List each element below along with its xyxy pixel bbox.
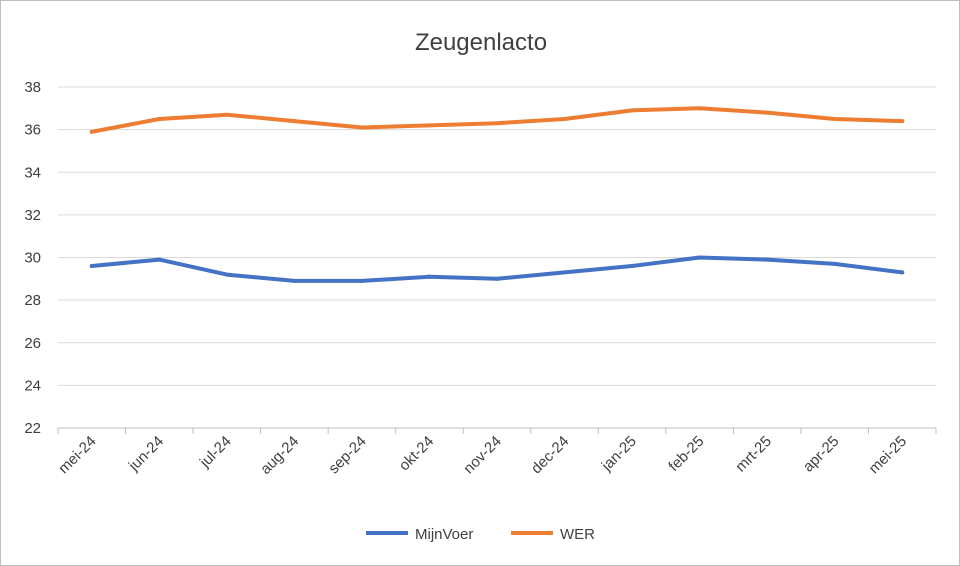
data-point-wer bbox=[562, 116, 567, 121]
data-point-wer bbox=[89, 129, 94, 134]
data-point-mijnvoer bbox=[427, 274, 432, 279]
y-tick-label: 34 bbox=[24, 164, 41, 181]
y-axis-tick-labels: 22 24 26 28 30 32 34 36 38 bbox=[24, 79, 41, 437]
x-tick-label: sep-24 bbox=[325, 433, 369, 477]
data-point-wer bbox=[359, 125, 364, 130]
y-tick-label: 24 bbox=[24, 377, 41, 394]
data-point-mijnvoer bbox=[562, 270, 567, 275]
x-tick-label: mei-25 bbox=[866, 433, 910, 477]
data-point-wer bbox=[765, 110, 770, 115]
data-point-wer bbox=[292, 119, 297, 124]
data-point-wer bbox=[495, 121, 499, 126]
chart-title: Zeugenlacto bbox=[415, 29, 547, 56]
data-point-mijnvoer bbox=[765, 257, 770, 262]
y-tick-label: 28 bbox=[24, 292, 41, 309]
legend-label-wer: WER bbox=[560, 526, 595, 543]
series-lines bbox=[89, 106, 905, 283]
y-tick-label: 38 bbox=[24, 79, 41, 96]
x-axis-tick-labels: mei-24 jun-24 jul-24 aug-24 sep-24 okt-24 nov-… bbox=[55, 433, 910, 478]
x-tick-label: mrt-25 bbox=[732, 433, 775, 476]
data-point-mijnvoer bbox=[900, 270, 905, 275]
x-tick-label: dec-24 bbox=[528, 433, 572, 477]
data-point-mijnvoer bbox=[630, 264, 635, 269]
data-point-wer bbox=[224, 112, 229, 117]
y-tick-label: 32 bbox=[24, 207, 41, 224]
x-tick-label: okt-24 bbox=[396, 433, 438, 475]
gridlines bbox=[58, 86, 936, 386]
data-point-wer bbox=[157, 116, 162, 121]
data-point-mijnvoer bbox=[89, 264, 94, 269]
data-point-mijnvoer bbox=[224, 272, 229, 277]
data-point-wer bbox=[427, 123, 432, 128]
data-point-mijnvoer bbox=[697, 255, 702, 260]
x-axis bbox=[57, 427, 937, 434]
legend-label-mijnvoer: MijnVoer bbox=[415, 526, 473, 543]
y-tick-label: 22 bbox=[24, 420, 41, 437]
x-tick-label: nov-24 bbox=[460, 433, 504, 477]
data-point-mijnvoer bbox=[157, 257, 162, 262]
data-point-wer bbox=[697, 106, 702, 111]
data-point-wer bbox=[900, 119, 905, 124]
x-tick-label: aug-24 bbox=[257, 433, 302, 478]
x-tick-label: mei-24 bbox=[55, 433, 99, 477]
data-point-wer bbox=[630, 108, 635, 113]
data-point-mijnvoer bbox=[359, 278, 364, 283]
y-tick-label: 26 bbox=[24, 335, 41, 352]
y-tick-label: 30 bbox=[24, 250, 41, 267]
x-tick-label: jun-24 bbox=[125, 433, 167, 475]
y-tick-label: 36 bbox=[24, 122, 41, 139]
x-tick-label: jan-25 bbox=[598, 433, 640, 475]
x-tick-label: jul-24 bbox=[196, 433, 235, 472]
series-line-wer bbox=[89, 106, 905, 134]
data-point-wer bbox=[832, 116, 837, 121]
legend: MijnVoer WER bbox=[366, 526, 595, 543]
data-point-mijnvoer bbox=[292, 278, 297, 283]
x-tick-label: feb-25 bbox=[665, 433, 707, 475]
data-point-mijnvoer bbox=[832, 261, 837, 266]
x-tick-label: apr-25 bbox=[800, 433, 843, 476]
data-point-mijnvoer bbox=[495, 276, 499, 281]
